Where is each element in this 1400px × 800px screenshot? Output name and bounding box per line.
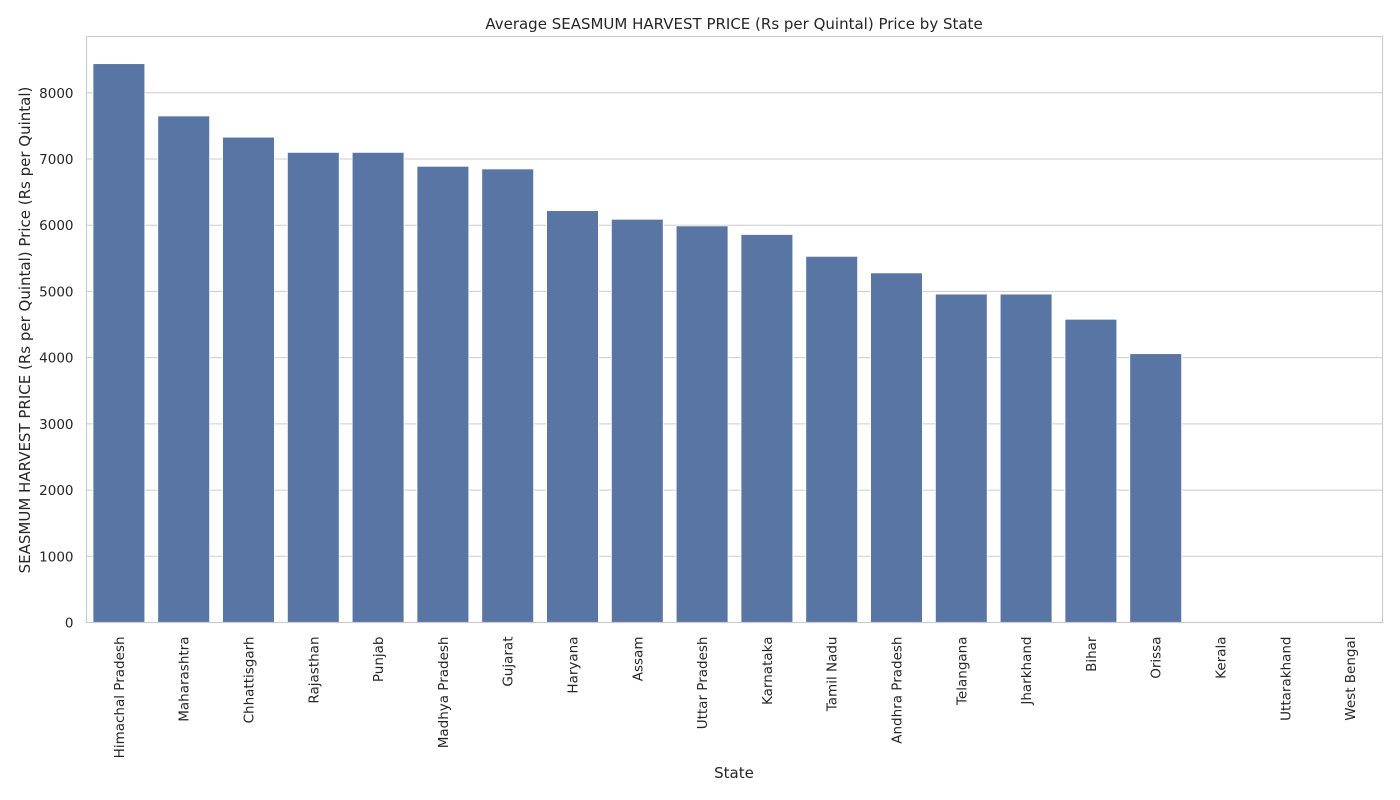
x-tick-label: Assam: [630, 637, 646, 682]
bar-himachal-pradesh: [92, 63, 146, 623]
y-tick-label: 8000: [39, 86, 73, 102]
x-tick-label: Maharashtra: [177, 637, 193, 722]
x-tick-label: Bihar: [1084, 636, 1100, 672]
bar-haryana: [546, 210, 599, 623]
bar-andhra-pradesh: [870, 272, 923, 623]
x-axis-label: State: [714, 764, 754, 782]
bars: [92, 63, 1183, 623]
x-tick-label: Karnataka: [760, 637, 776, 705]
y-tick-label: 6000: [39, 218, 73, 234]
x-tick-label: Tamil Nadu: [825, 637, 841, 713]
x-tick-label: Himachal Pradesh: [112, 637, 128, 759]
bar-orissa: [1129, 353, 1183, 623]
x-tick-label: Telangana: [954, 637, 970, 707]
grid-lines: [86, 92, 1383, 557]
x-tick-label: West Bengal: [1343, 637, 1359, 721]
x-tick-label: Chhattisgarh: [242, 637, 258, 724]
x-tick-label: Uttar Pradesh: [695, 637, 711, 730]
x-tick-label: Madhya Pradesh: [436, 637, 452, 749]
bar-bihar: [1064, 318, 1118, 623]
x-tick-label: Orissa: [1149, 637, 1165, 679]
y-tick-label: 7000: [39, 152, 73, 168]
x-tick-label: Kerala: [1214, 637, 1230, 679]
bar-telangana: [934, 293, 988, 623]
y-tick-label: 0: [65, 616, 74, 632]
plot-area-frame: [85, 35, 1384, 624]
bar-maharashtra: [157, 115, 211, 623]
y-tick-label: 5000: [39, 284, 73, 300]
bar-karnataka: [740, 234, 794, 623]
y-tick-label: 4000: [39, 351, 73, 367]
x-tick-labels: Himachal Pradesh Maharashtra Chhattisgarh R…: [112, 636, 1359, 758]
bar-assam: [610, 218, 664, 623]
y-axis-label: SEASMUM HARVEST PRICE (Rs per Quintal) P…: [16, 87, 34, 574]
y-tick-label: 1000: [39, 549, 73, 565]
x-tick-label: Rajasthan: [306, 637, 322, 704]
bar-uttar-pradesh: [675, 225, 729, 623]
bar-madhya-pradesh: [416, 165, 470, 623]
x-tick-label: Gujarat: [501, 637, 517, 687]
y-tick-labels: 0 1000 2000 3000 4000 5000 6000 7000 8000: [39, 86, 73, 632]
bar-gujarat: [481, 168, 535, 623]
bar-punjab: [351, 151, 405, 623]
bar-jharkhand: [999, 293, 1053, 623]
y-tick-label: 2000: [39, 483, 73, 499]
bar-chhattisgarh: [222, 136, 275, 623]
bar-rajasthan: [286, 151, 340, 623]
chart-title: Average SEASMUM HARVEST PRICE (Rs per Qu…: [485, 15, 982, 33]
x-tick-label: Punjab: [371, 637, 387, 683]
x-tick-label: Jharkhand: [1019, 637, 1035, 706]
x-tick-label: Haryana: [566, 637, 582, 694]
y-tick-label: 3000: [39, 417, 73, 433]
x-tick-label: Andhra Pradesh: [890, 637, 906, 744]
bar-tamil-nadu: [805, 255, 859, 623]
x-tick-label: Uttarakhand: [1278, 637, 1294, 721]
